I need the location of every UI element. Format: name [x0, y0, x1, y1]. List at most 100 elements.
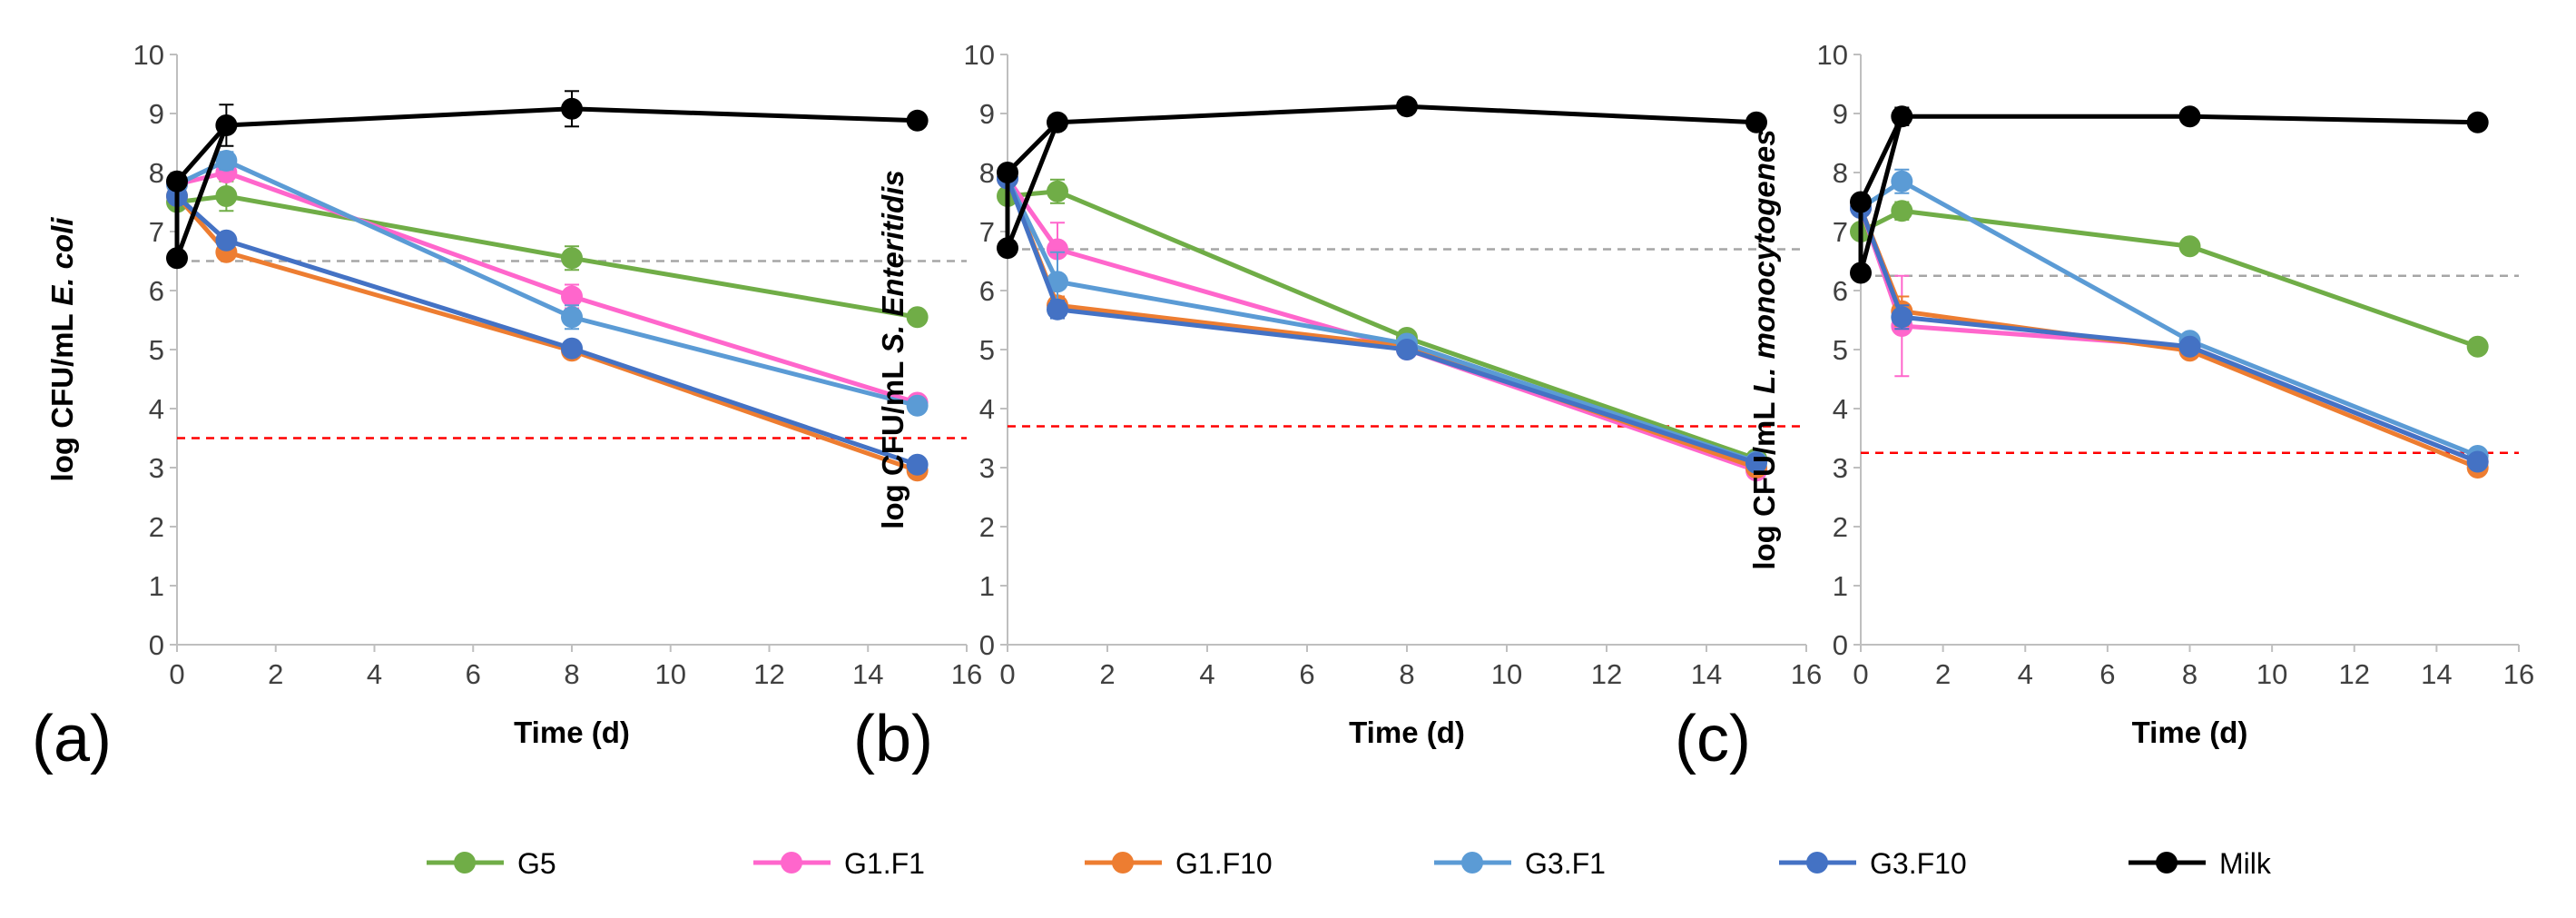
- y-tick-label: 3: [149, 452, 164, 484]
- x-tick-label: 8: [564, 658, 579, 690]
- x-tick-label: 0: [999, 658, 1015, 690]
- series-g3-f10: [997, 167, 1767, 474]
- legend-label: Milk: [2219, 847, 2272, 880]
- series-line: [1858, 114, 2478, 274]
- milk-day0-connector: [1858, 115, 1904, 273]
- legend-label: G1.F10: [1175, 847, 1273, 880]
- y-tick-label: 4: [149, 393, 164, 425]
- legend-swatch-marker: [781, 852, 802, 874]
- legend-swatch-marker: [1112, 852, 1134, 874]
- data-point: [215, 185, 238, 207]
- y-tick-label: 0: [1833, 629, 1848, 661]
- series-line: [1005, 177, 1757, 466]
- panel-label: (c): [1675, 703, 1751, 775]
- y-tick-label: 1: [149, 570, 164, 602]
- x-tick-label: 14: [2421, 658, 2452, 690]
- legend-swatch-marker: [1461, 852, 1483, 874]
- legend-item-g1-f1: G1.F1: [753, 847, 925, 880]
- y-axis-title: log CFU/mL S. Enteritidis: [876, 170, 909, 528]
- series-line: [176, 170, 919, 405]
- data-point: [561, 306, 583, 329]
- x-tick-label: 6: [2099, 658, 2115, 690]
- data-point: [2178, 105, 2201, 128]
- data-point: [1745, 451, 1767, 474]
- y-tick-label: 2: [979, 511, 995, 543]
- y-tick-label: 10: [964, 39, 995, 71]
- data-point: [1047, 180, 1068, 202]
- series-g3-f10: [166, 185, 929, 476]
- x-tick-label: 10: [1491, 658, 1522, 690]
- y-axis-title-prefix: log CFU/mL: [876, 353, 909, 529]
- x-tick-label: 2: [268, 658, 283, 690]
- y-tick-label: 7: [1833, 216, 1848, 248]
- data-point: [215, 229, 238, 252]
- legend-label: G5: [517, 847, 556, 880]
- x-tick-label: 2: [1935, 658, 1951, 690]
- legend-item-g3-f10: G3.F10: [1779, 847, 1967, 880]
- y-tick-label: 7: [979, 216, 995, 248]
- y-tick-label: 1: [1833, 570, 1848, 602]
- y-axis-title-organism: L. monocytogenes: [1747, 129, 1781, 394]
- data-point: [2466, 111, 2489, 133]
- legend-swatch-marker: [2156, 852, 2178, 874]
- panel-label: (a): [32, 703, 112, 775]
- series-g5: [1850, 200, 2489, 358]
- x-tick-label: 4: [2018, 658, 2033, 690]
- series-g1-f10: [1850, 197, 2489, 479]
- series-line: [1005, 177, 1757, 464]
- legend-label: G3.F1: [1525, 847, 1606, 880]
- y-tick-label: 6: [979, 275, 995, 307]
- data-point: [1396, 339, 1418, 360]
- x-tick-label: 16: [951, 658, 982, 690]
- legend-item-g1-f10: G1.F10: [1085, 847, 1273, 880]
- y-tick-label: 2: [149, 511, 164, 543]
- data-point: [2178, 335, 2201, 358]
- y-axis-title-organism: S. Enteritidis: [876, 170, 909, 353]
- data-point: [1891, 200, 1913, 222]
- x-tick-label: 10: [2256, 658, 2287, 690]
- y-tick-label: 5: [1833, 334, 1848, 366]
- data-point: [2466, 450, 2489, 473]
- milk-day0-connector: [174, 123, 229, 259]
- data-point: [561, 285, 583, 308]
- legend: G5 G1.F1 G1.F10 G3.F1 G3.F10 Milk: [427, 847, 2272, 880]
- data-point: [561, 97, 583, 120]
- x-axis-title: Time (d): [514, 716, 630, 749]
- data-point: [1891, 170, 1913, 192]
- panel-label: (b): [853, 703, 933, 775]
- x-axis-title: Time (d): [2132, 716, 2248, 749]
- y-axis-title-prefix: log CFU/mL: [1747, 394, 1781, 570]
- series-line: [1858, 207, 2479, 470]
- y-tick-label: 9: [1833, 98, 1848, 130]
- x-tick-label: 16: [2503, 658, 2534, 690]
- series-line: [176, 193, 919, 320]
- data-point: [1047, 238, 1068, 261]
- series-milk: [1850, 105, 2489, 284]
- x-tick-label: 16: [1791, 658, 1822, 690]
- x-tick-label: 6: [1299, 658, 1314, 690]
- x-tick-label: 8: [2182, 658, 2197, 690]
- series-line: [174, 106, 918, 260]
- x-tick-label: 12: [2339, 658, 2370, 690]
- data-point: [1047, 271, 1068, 293]
- legend-swatch-marker: [1806, 852, 1828, 874]
- data-point: [561, 247, 583, 270]
- data-point: [1396, 95, 1418, 118]
- y-tick-label: 8: [149, 157, 164, 189]
- x-tick-label: 12: [1591, 658, 1622, 690]
- y-axis-title: log CFU/mL E. coli: [45, 217, 79, 482]
- legend-item-milk: Milk: [2129, 847, 2272, 880]
- y-tick-label: 4: [979, 393, 995, 425]
- x-axis-title: Time (d): [1349, 716, 1465, 749]
- series-g5: [166, 180, 929, 329]
- y-tick-label: 9: [979, 98, 995, 130]
- y-tick-label: 7: [149, 216, 164, 248]
- legend-item-g3-f1: G3.F1: [1434, 847, 1606, 880]
- y-tick-label: 2: [1833, 511, 1848, 543]
- series-milk: [166, 90, 929, 270]
- x-tick-label: 14: [852, 658, 883, 690]
- legend-label: G1.F1: [844, 847, 925, 880]
